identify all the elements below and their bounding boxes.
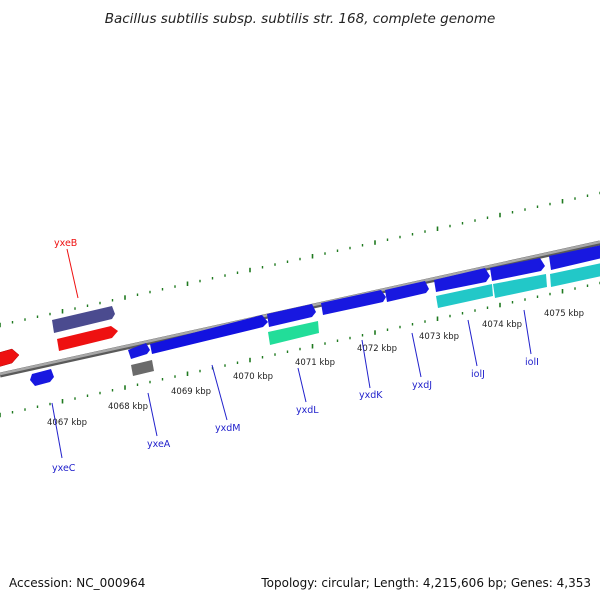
- feature-yxdK[interactable]: [321, 290, 386, 315]
- gene-label-yxdL[interactable]: yxdL: [296, 405, 319, 416]
- genome-title: Bacillus subtilis subsp. subtilis str. 1…: [105, 11, 496, 27]
- kbp-label: 4067 kbp: [47, 418, 87, 428]
- gene-label-yxdM[interactable]: yxdM: [215, 423, 240, 434]
- kbp-label: 4068 kbp: [108, 402, 148, 412]
- kbp-label: 4069 kbp: [171, 387, 211, 397]
- feature-iolJ[interactable]: [434, 268, 490, 292]
- gene-label-yxeB[interactable]: yxeB: [54, 238, 77, 249]
- feature-yxeB-rna[interactable]: [57, 326, 118, 351]
- feature-iolI[interactable]: [490, 258, 545, 281]
- feature-track: [0, 245, 600, 386]
- gene-leaders: [51, 248, 532, 459]
- gene-label-iolJ[interactable]: iolJ: [471, 369, 485, 380]
- kbp-label: 4070 kbp: [233, 372, 273, 382]
- kbp-label: 4074 kbp: [482, 320, 522, 330]
- feature-yxdJ[interactable]: [385, 281, 429, 302]
- feature-iolJ-cyan[interactable]: [436, 284, 493, 308]
- genome-summary-text: Topology: circular; Length: 4,215,606 bp…: [260, 576, 591, 590]
- gene-label-yxeA[interactable]: yxeA: [147, 439, 171, 450]
- feature-cds-yxeC[interactable]: [30, 369, 54, 386]
- kbp-label: 4071 kbp: [295, 358, 335, 368]
- feature-yxdL-green[interactable]: [268, 321, 319, 345]
- feature-yxeA-gray[interactable]: [131, 360, 154, 376]
- feature-cds-small[interactable]: [128, 343, 150, 359]
- feature-yxdM[interactable]: [150, 315, 268, 354]
- feature-rna-partial[interactable]: [0, 348, 20, 367]
- kbp-scale: 4067 kbp 4068 kbp 4069 kbp 4070 kbp 4071…: [47, 309, 584, 428]
- gene-label-yxeC[interactable]: yxeC: [52, 463, 76, 474]
- gene-label-yxdJ[interactable]: yxdJ: [412, 380, 432, 391]
- feature-iolI-cyan[interactable]: [493, 274, 547, 298]
- kbp-label: 4072 kbp: [357, 344, 397, 354]
- gene-labels: yxeB yxeC yxeA yxdM yxdL yxdK yxdJ iolJ …: [52, 238, 539, 474]
- kbp-label: 4075 kbp: [544, 309, 584, 319]
- gene-label-yxdK[interactable]: yxdK: [359, 390, 383, 401]
- gene-label-iolI[interactable]: iolI: [525, 357, 539, 368]
- feature-cds-partial-right[interactable]: [549, 245, 600, 270]
- accession-text: Accession: NC_000964: [9, 576, 145, 590]
- tick-row-lower: [0, 281, 600, 418]
- kbp-label: 4073 kbp: [419, 332, 459, 342]
- tick-row-upper: [0, 191, 600, 328]
- feature-yxeB-purple[interactable]: [52, 306, 115, 333]
- feature-cyan-partial-right[interactable]: [550, 263, 600, 287]
- feature-yxdL[interactable]: [267, 304, 316, 327]
